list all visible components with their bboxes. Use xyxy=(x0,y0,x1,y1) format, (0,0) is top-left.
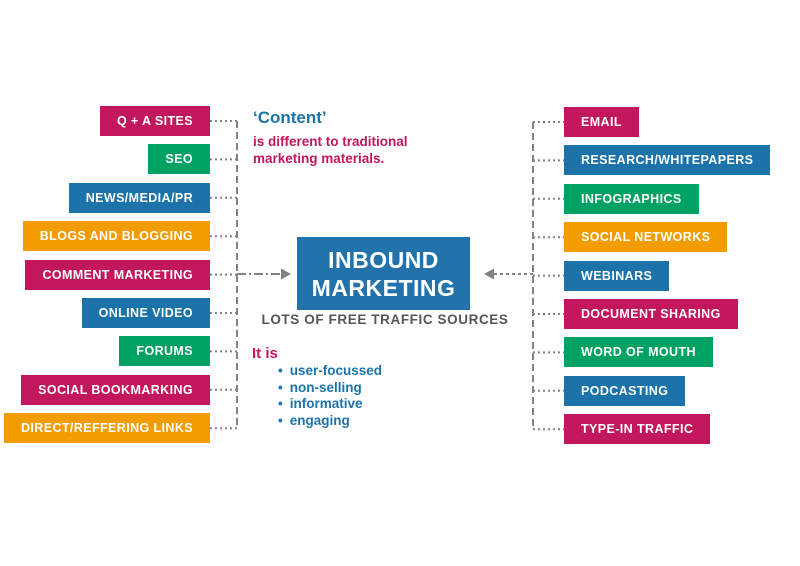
source-box-infographics: INFOGRAPHICS xyxy=(564,183,699,214)
source-box-direct-reffering-links: DIRECT/REFFERING LINKS xyxy=(4,413,210,444)
source-box-email: EMAIL xyxy=(564,107,639,137)
qualities-heading: It is xyxy=(252,345,278,362)
source-box-q-a-sites: Q + A SITES xyxy=(99,106,210,136)
source-box-news-media-pr: NEWS/MEDIA/PR xyxy=(68,182,210,213)
source-box-type-in-traffic: TYPE-IN TRAFFIC xyxy=(564,414,711,445)
source-box-forums: FORUMS xyxy=(119,336,210,367)
inbound-marketing-box: INBOUND MARKETING xyxy=(297,237,470,310)
source-box-webinars: WEBINARS xyxy=(564,260,670,291)
content-note-headline: ‘Content’ xyxy=(253,108,327,127)
content-note: ‘Content’ is different to traditional ma… xyxy=(253,108,408,167)
content-note-line1: is different to traditional xyxy=(253,134,408,149)
source-box-online-video: ONLINE VIDEO xyxy=(81,298,210,328)
quality-item: non-selling xyxy=(278,380,382,397)
source-box-social-networks: SOCIAL NETWORKS xyxy=(564,222,728,253)
left-arrowhead-icon xyxy=(281,268,291,280)
quality-item: informative xyxy=(278,396,382,413)
content-note-line2: marketing materials. xyxy=(253,151,385,166)
source-box-document-sharing: DOCUMENT SHARING xyxy=(564,299,738,329)
source-box-research-whitepapers: RESEARCH/WHITEPAPERS xyxy=(564,145,771,176)
source-box-seo: SEO xyxy=(148,144,210,175)
source-box-blogs-and-blogging: BLOGS AND BLOGGING xyxy=(22,221,210,252)
traffic-sources-caption: LOTS OF FREE TRAFFIC SOURCES xyxy=(261,312,509,327)
right-arrowhead-icon xyxy=(484,268,494,280)
inbound-marketing-title-line1: INBOUND xyxy=(328,246,439,273)
source-box-comment-marketing: COMMENT MARKETING xyxy=(25,259,210,290)
source-box-podcasting: PODCASTING xyxy=(564,375,686,406)
qualities-list: user-focussednon-sellinginformativeengag… xyxy=(278,363,382,429)
inbound-marketing-title-line2: MARKETING xyxy=(311,274,456,301)
quality-item: engaging xyxy=(278,413,382,430)
source-box-social-bookmarking: SOCIAL BOOKMARKING xyxy=(21,374,210,405)
quality-item: user-focussed xyxy=(278,363,382,380)
source-box-word-of-mouth: WORD OF MOUTH xyxy=(564,337,713,368)
